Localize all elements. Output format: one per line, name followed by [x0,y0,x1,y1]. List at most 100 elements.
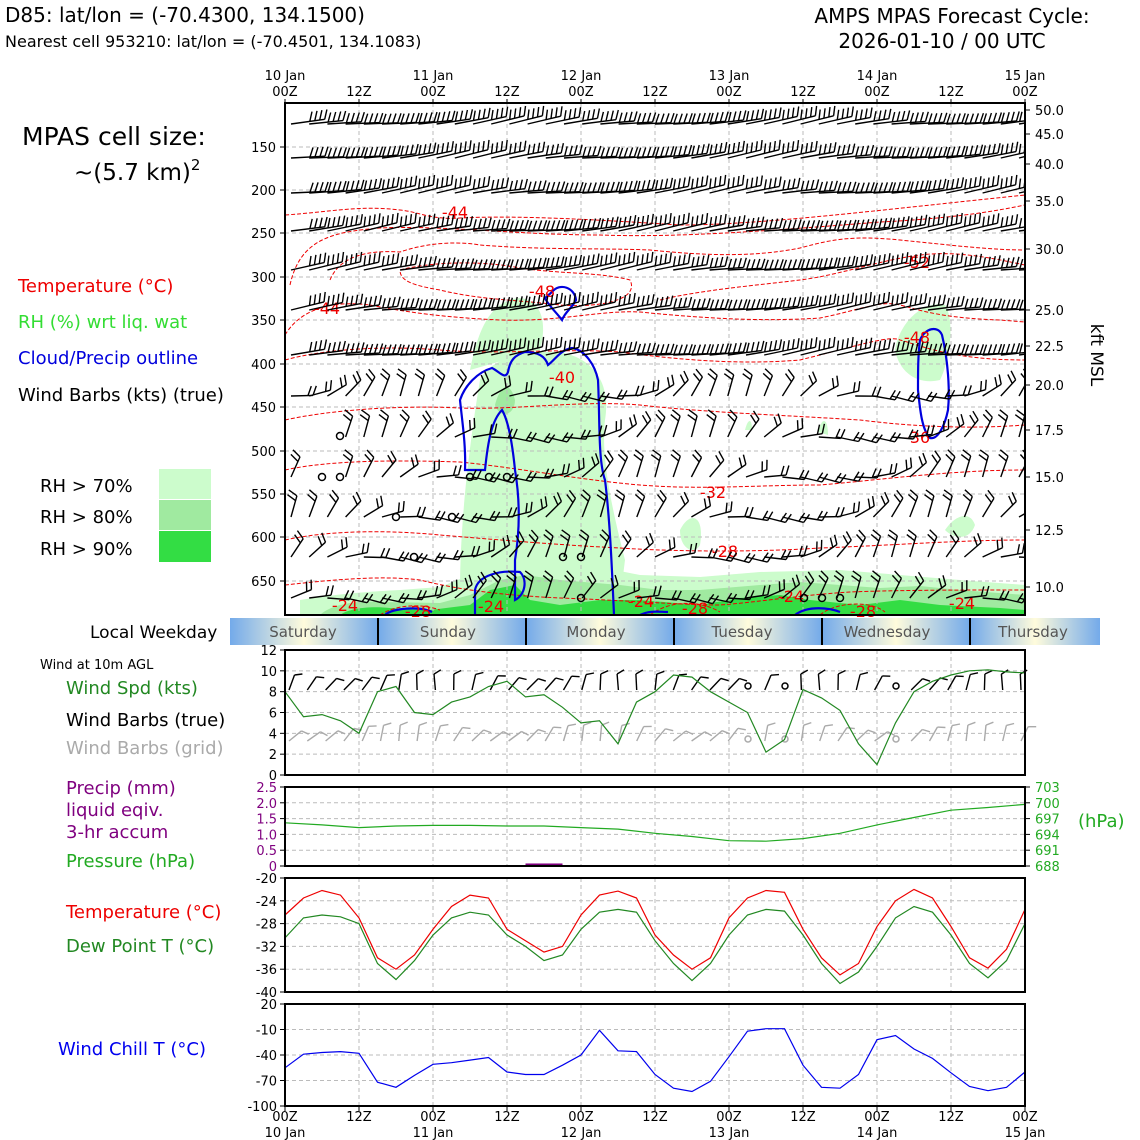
barb-feather [504,377,507,388]
surface-barb-grid [636,725,652,742]
barb-feather [928,343,933,354]
barb-feather [841,339,844,350]
barb-feather [378,343,384,354]
barb-feather [870,144,875,155]
barb-feather [987,112,993,123]
wind-barb [727,216,765,232]
barb-feather [818,181,824,192]
barb-feather [600,147,605,158]
barb-feather [978,212,982,223]
barb-feather [701,298,706,309]
barb-feather [633,111,638,122]
surface-barb-true [581,672,595,691]
barb-feather [605,182,610,193]
barb-feather [678,145,683,156]
barb-feather [842,182,847,193]
barb-feather [1042,142,1043,152]
barb-feather [380,372,389,381]
barb-feather [368,368,376,378]
barb-staff [400,151,434,159]
barb-feather [650,251,654,262]
wind-barb [909,112,948,125]
barb-feather [946,146,951,157]
barb-feather [891,147,897,158]
barb-feather [780,549,787,560]
barb-feather [400,113,405,124]
barb-feather [1019,299,1024,310]
barb-feather [896,181,902,192]
barb-feather [896,217,900,228]
barb-staff [472,347,507,356]
wind-barb [927,450,942,478]
barb-feather [778,176,782,187]
y-tick-label: 2.5 [256,781,277,796]
bottom-hour-label: 00Z [716,1110,742,1125]
barb-feather [428,343,433,354]
barb-feather [805,258,811,269]
barb-staff [306,731,321,742]
barb-feather [851,143,856,154]
barb-feather [345,112,350,124]
surface-barb-true [983,669,993,691]
barb-feather [582,146,587,157]
barb-feather [896,341,900,352]
wind-barb [472,139,508,159]
barb-feather [659,254,663,265]
barb-feather [633,180,638,191]
barb-feather [618,217,622,228]
wind-barb [400,142,437,159]
barb-staff [782,476,805,481]
surface-barb-grid [1002,722,1015,742]
barb-feather [487,176,491,187]
barb-feather [719,214,722,226]
barb-feather [537,678,547,682]
wind-barb [964,143,1001,159]
barb-feather [906,110,911,121]
wind-barb [927,212,963,232]
surface-barb-true [415,669,424,691]
barb-feather [872,295,876,306]
barb-feather [342,180,347,191]
cell-size-value: ~(5.7 km)2 [74,156,200,186]
barb-feather [821,423,826,434]
wind-barb [327,214,363,232]
wind-barb [873,146,912,159]
barb-staff [800,476,823,483]
barb-feather [530,380,533,391]
barb-staff [891,350,926,356]
barb-feather [888,529,898,537]
wind-barb [381,212,417,232]
barb-feather [842,220,847,231]
wind-barb [782,258,821,271]
barb-feather [818,340,821,351]
barb-feather [851,575,861,583]
barb-feather [912,429,919,440]
barb-staff [509,303,544,311]
barb-feather [422,414,429,424]
barb-feather [864,338,868,349]
barb-staff [545,436,568,443]
barb-feather [591,109,596,120]
wind-barb [490,570,502,599]
barb-feather [454,111,459,122]
wind-barb [563,429,591,440]
barb-staff [709,730,723,742]
barb-staff [855,118,889,125]
barb-feather [987,489,995,499]
wind-barb [381,175,418,194]
barb-feather [678,297,683,308]
barb-feather [464,141,467,152]
barb-staff [345,500,362,518]
barb-staff [508,730,522,742]
barb-feather [513,142,517,153]
barb-staff [909,461,927,478]
wind-barb [654,176,691,194]
barb-feather [732,216,736,227]
wind-barb [800,105,836,125]
barb-staff [800,549,822,558]
barb-feather [401,409,410,418]
barb-feather [452,465,457,476]
barb-feather [615,146,620,157]
barb-staff [817,674,821,691]
barb-staff [673,597,695,604]
